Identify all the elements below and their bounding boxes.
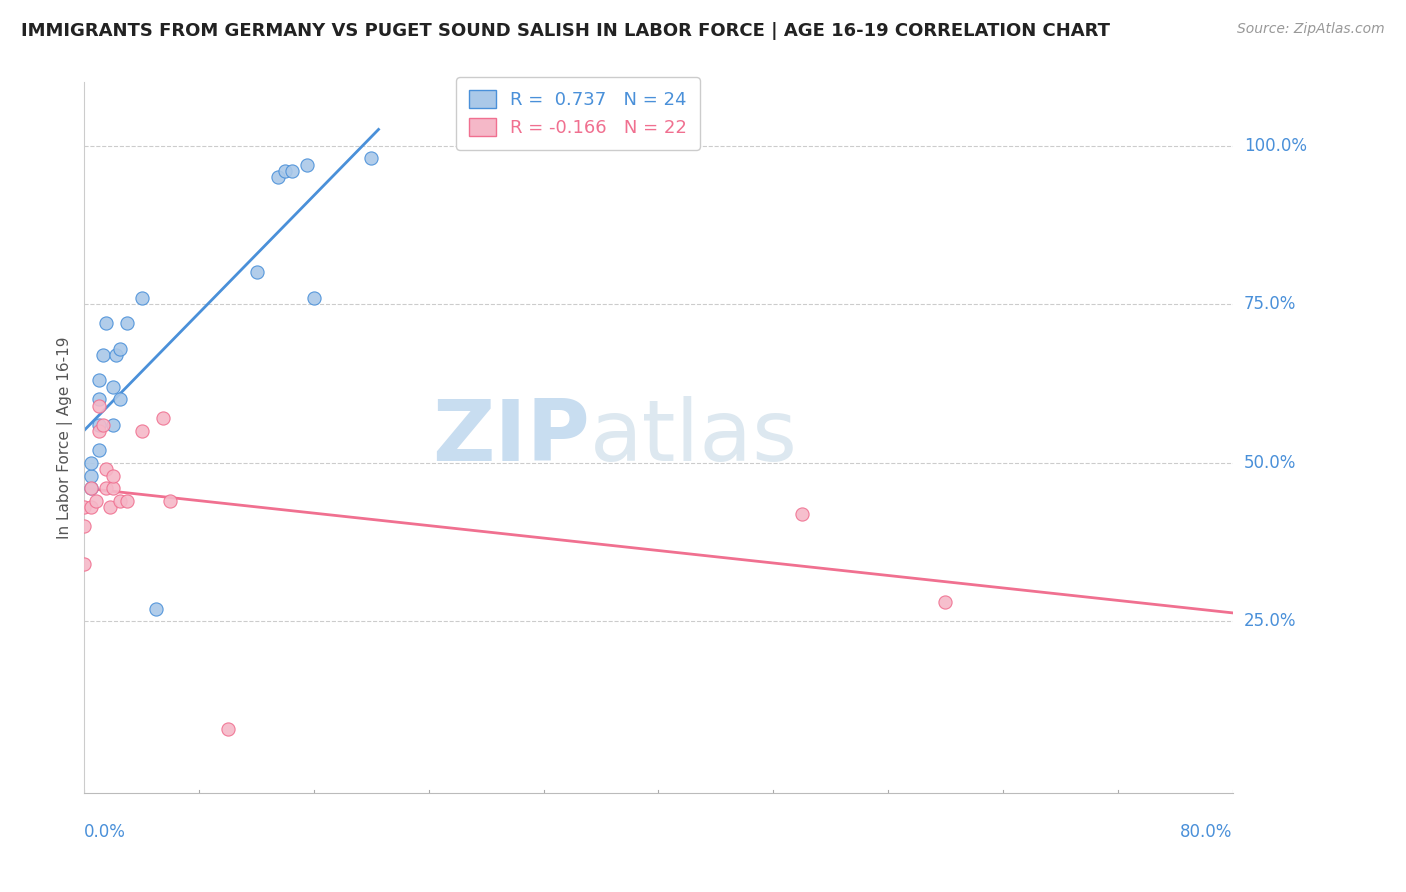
Point [281,164,304,178]
Text: 80.0%: 80.0% [1180,823,1233,841]
Point [152,411,174,425]
Point [131,424,153,438]
Text: 0.0%: 0.0% [84,823,127,841]
Point [87,417,110,432]
Point [104,348,127,362]
Point [934,595,956,609]
Point [98,500,121,515]
Point [80,456,103,470]
Text: Source: ZipAtlas.com: Source: ZipAtlas.com [1237,22,1385,37]
Point [101,468,124,483]
Point [159,494,181,508]
Point [87,399,110,413]
Text: 75.0%: 75.0% [1244,295,1296,313]
Point [302,291,325,305]
Point [94,481,117,495]
Point [87,424,110,438]
Point [108,494,131,508]
Text: 100.0%: 100.0% [1244,136,1306,154]
Point [101,481,124,495]
Point [80,481,103,495]
Text: 50.0%: 50.0% [1244,454,1296,472]
Text: IMMIGRANTS FROM GERMANY VS PUGET SOUND SALISH IN LABOR FORCE | AGE 16-19 CORRELA: IMMIGRANTS FROM GERMANY VS PUGET SOUND S… [21,22,1111,40]
Point [117,494,139,508]
Point [295,158,318,172]
Point [217,723,239,737]
Point [267,170,290,185]
Point [131,291,153,305]
Point [73,519,96,533]
Point [87,443,110,458]
Point [73,500,96,515]
Point [87,392,110,407]
Point [108,342,131,356]
Point [360,151,382,165]
Point [274,164,297,178]
Point [80,500,103,515]
Text: atlas: atlas [589,396,797,479]
Point [145,601,167,615]
Point [80,481,103,495]
Point [80,468,103,483]
Point [91,417,114,432]
Point [101,380,124,394]
Point [73,558,96,572]
Point [94,316,117,330]
Point [84,494,107,508]
Point [87,373,110,387]
Point [91,348,114,362]
Point [117,316,139,330]
Text: ZIP: ZIP [432,396,589,479]
Point [94,462,117,476]
Point [790,507,813,521]
Point [245,265,267,279]
Point [101,417,124,432]
Y-axis label: In Labor Force | Age 16-19: In Labor Force | Age 16-19 [58,336,73,539]
Point [108,392,131,407]
Text: 25.0%: 25.0% [1244,613,1296,631]
Legend: R =  0.737   N = 24, R = -0.166   N = 22: R = 0.737 N = 24, R = -0.166 N = 22 [456,77,700,150]
